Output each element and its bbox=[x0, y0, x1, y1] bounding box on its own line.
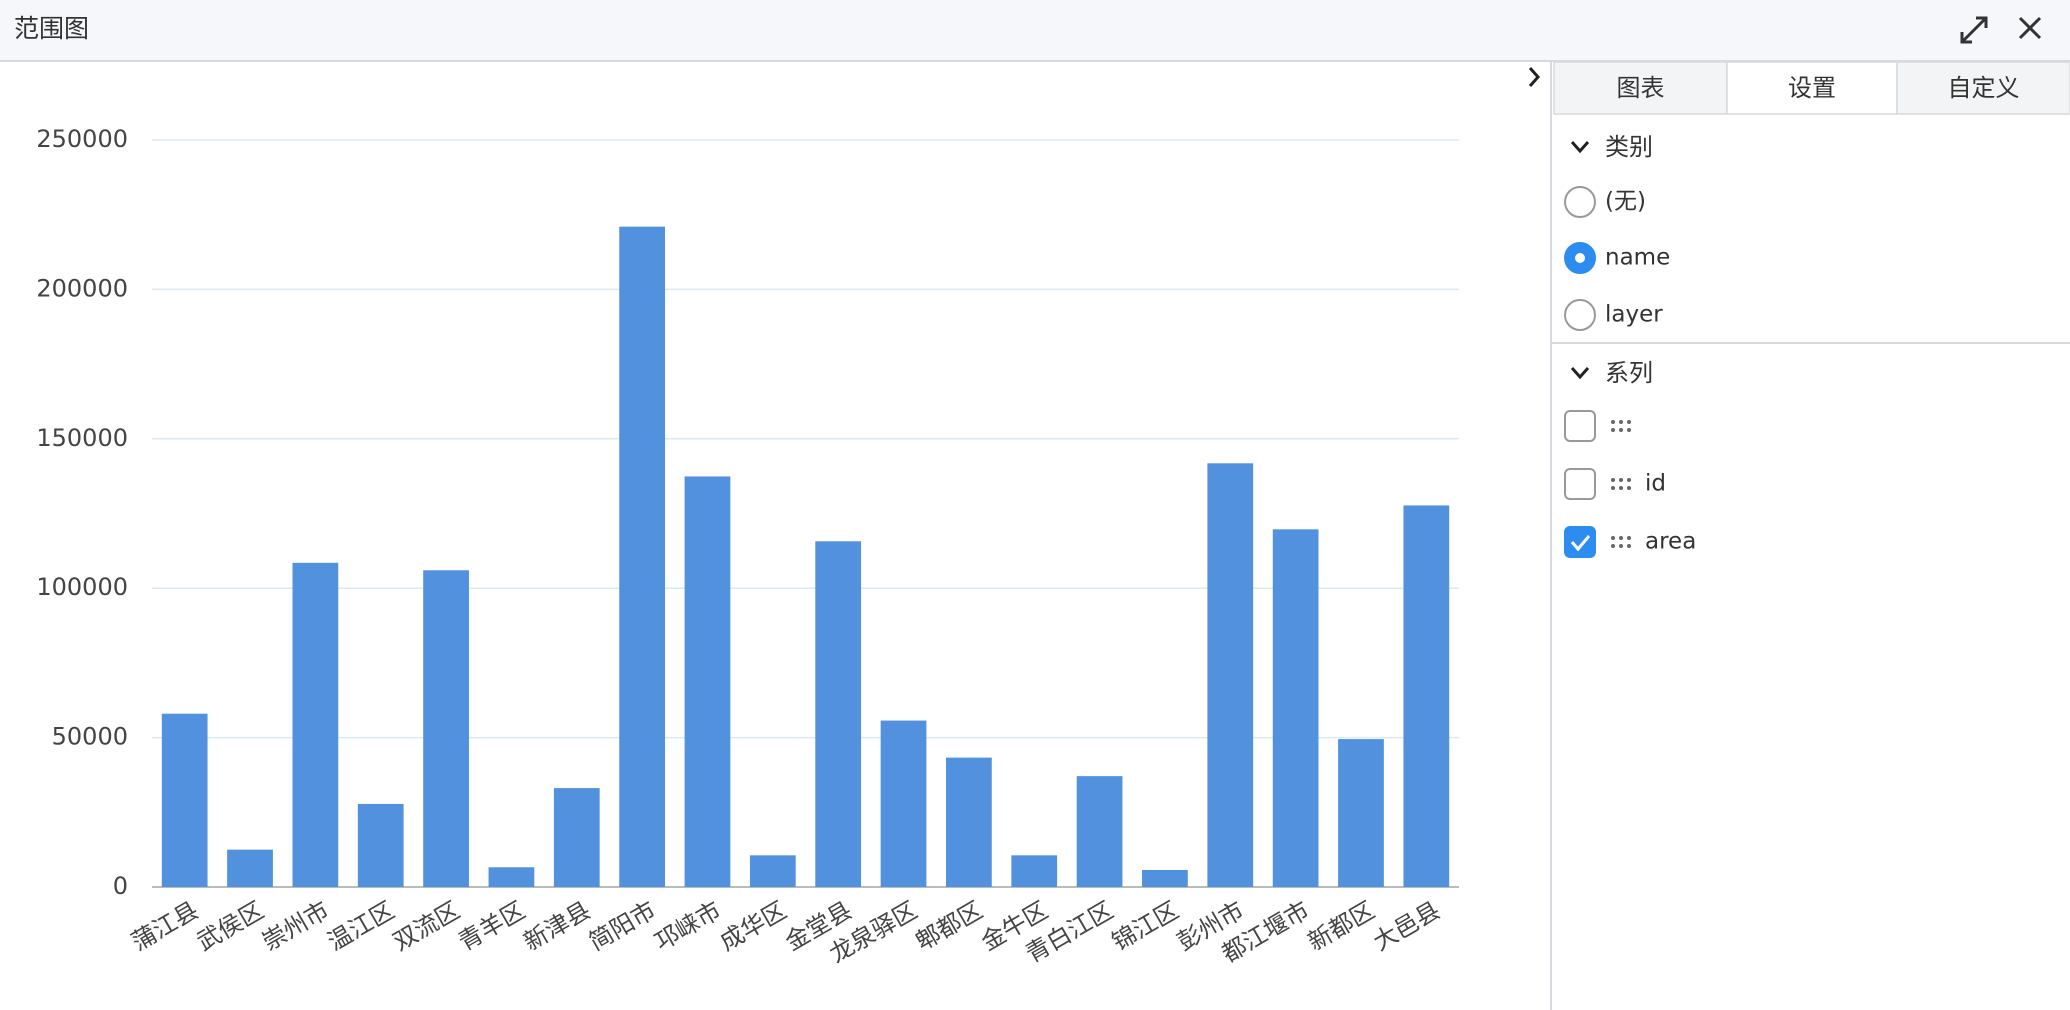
drag-handle-dot bbox=[1619, 486, 1623, 490]
x-tick-label: 郫都区 bbox=[911, 896, 987, 956]
tab[interactable] bbox=[1896, 61, 2070, 115]
drag-handle-dot bbox=[1619, 536, 1623, 540]
y-tick-label: 200000 bbox=[36, 274, 128, 302]
x-tick-label: 青羊区 bbox=[454, 896, 530, 956]
check-mark bbox=[1570, 535, 1591, 552]
x-tick-label: 邛崃市 bbox=[650, 896, 726, 956]
bar[interactable] bbox=[1338, 739, 1384, 887]
x-tick-label: 蒲江县 bbox=[127, 896, 203, 956]
drag-handle-dot bbox=[1611, 420, 1615, 424]
radio[interactable] bbox=[1564, 186, 1596, 218]
x-tick-label: 新都区 bbox=[1303, 896, 1379, 956]
x-tick-label: 崇州市 bbox=[258, 896, 334, 956]
x-tick-label: 新津县 bbox=[519, 896, 595, 956]
y-tick-label: 0 bbox=[113, 872, 128, 900]
chevron[interactable] bbox=[1570, 141, 1590, 154]
checkbox[interactable] bbox=[1564, 526, 1596, 558]
x-tick-label: 锦江区 bbox=[1107, 896, 1183, 956]
close-button[interactable] bbox=[2018, 16, 2042, 40]
radio-label: layer bbox=[1605, 302, 1663, 328]
expand-button[interactable] bbox=[1960, 16, 1988, 44]
bar[interactable] bbox=[292, 562, 339, 887]
bar[interactable] bbox=[161, 713, 208, 887]
bar[interactable] bbox=[553, 788, 600, 887]
tab-label: 自定义 bbox=[1948, 74, 2020, 102]
bar[interactable] bbox=[684, 476, 731, 887]
bar[interactable] bbox=[1272, 529, 1319, 887]
bar[interactable] bbox=[423, 570, 469, 887]
x-tick-label: 成华区 bbox=[715, 896, 791, 956]
section-title: 系列 bbox=[1605, 359, 1653, 387]
y-tick-label: 100000 bbox=[36, 573, 128, 601]
drag-handle-dot bbox=[1619, 428, 1623, 432]
drag-handle-dot bbox=[1611, 536, 1615, 540]
drag-handle-dot bbox=[1611, 478, 1615, 482]
drag-handle-dot bbox=[1627, 420, 1631, 424]
drag-handle-dot bbox=[1627, 428, 1631, 432]
bar[interactable] bbox=[488, 867, 535, 887]
bar[interactable] bbox=[357, 803, 404, 887]
y-tick-label: 250000 bbox=[36, 125, 128, 153]
window-title: 范围图 bbox=[14, 14, 89, 43]
bar[interactable] bbox=[1076, 776, 1123, 887]
bar[interactable] bbox=[227, 849, 273, 887]
y-tick-label: 50000 bbox=[52, 723, 128, 751]
drag-handle-dot bbox=[1611, 544, 1615, 548]
chevron[interactable] bbox=[1570, 367, 1590, 380]
radio-label: (无) bbox=[1605, 189, 1646, 215]
x-tick-label: 温江区 bbox=[323, 896, 399, 956]
drag-handle-dot bbox=[1611, 486, 1615, 490]
bar[interactable] bbox=[1403, 505, 1450, 887]
checkbox[interactable] bbox=[1564, 468, 1596, 500]
bar[interactable] bbox=[1011, 855, 1058, 887]
bar[interactable] bbox=[1142, 869, 1188, 887]
tab[interactable] bbox=[1553, 61, 1728, 115]
section-title: 类别 bbox=[1605, 133, 1653, 161]
bar[interactable] bbox=[619, 226, 665, 888]
bar[interactable] bbox=[1207, 463, 1254, 887]
collapse-toggle[interactable] bbox=[1528, 67, 1541, 87]
tab-label: 图表 bbox=[1617, 74, 1665, 102]
bar[interactable] bbox=[815, 541, 862, 887]
tab-label: 设置 bbox=[1788, 74, 1836, 102]
drag-handle-dot bbox=[1627, 544, 1631, 548]
drag-handle-dot bbox=[1619, 420, 1623, 424]
checkbox-label: id bbox=[1645, 471, 1666, 497]
checkbox-label: area bbox=[1645, 529, 1696, 555]
radio-dot bbox=[1575, 253, 1585, 263]
x-tick-label: 双流区 bbox=[388, 896, 464, 956]
drag-handle-dot bbox=[1619, 478, 1623, 482]
drag-handle-dot bbox=[1627, 478, 1631, 482]
drag-handle-dot bbox=[1627, 536, 1631, 540]
drag-handle-dot bbox=[1619, 544, 1623, 548]
drag-handle-dot bbox=[1627, 486, 1631, 490]
checkbox[interactable] bbox=[1564, 410, 1596, 442]
drag-handle-dot bbox=[1611, 428, 1615, 432]
chart: 0 50000 100000 150000 200000 250000 蒲江县武侯区崇州市温… bbox=[36, 125, 1459, 968]
radio-label: name bbox=[1605, 245, 1670, 271]
y-tick-label: 150000 bbox=[36, 424, 128, 452]
header-bar bbox=[0, 0, 2070, 61]
radio[interactable] bbox=[1564, 299, 1596, 331]
bar[interactable] bbox=[880, 720, 927, 887]
bar[interactable] bbox=[946, 757, 992, 887]
bar[interactable] bbox=[749, 855, 796, 887]
x-tick-label: 武侯区 bbox=[192, 896, 268, 956]
x-tick-label: 大邑县 bbox=[1368, 896, 1444, 956]
tab[interactable] bbox=[1726, 61, 1898, 115]
x-tick-label: 简阳市 bbox=[584, 896, 660, 956]
